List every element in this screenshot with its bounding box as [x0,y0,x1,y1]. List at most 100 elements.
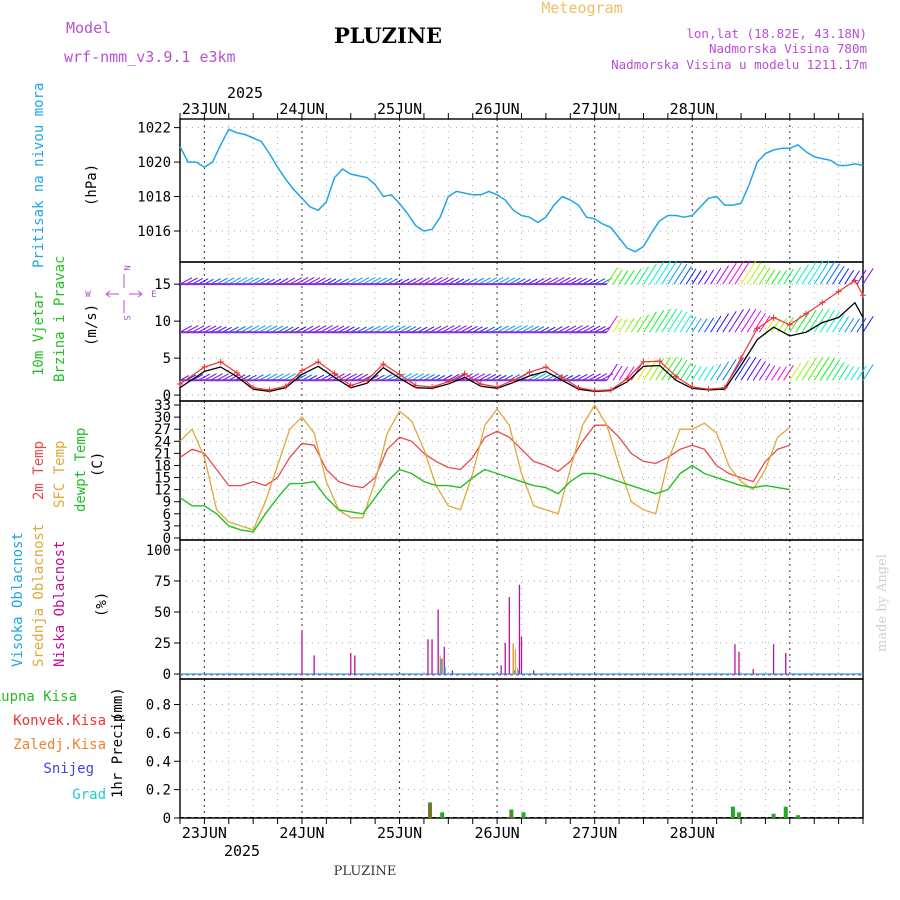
wind-ylabel: (m/s) [84,304,100,346]
temp-dew-line [179,464,790,533]
top-day-label: 23JUN [182,100,227,118]
wind-barb [185,325,199,333]
wind-gust-marker [640,358,647,365]
wind-barb [740,308,757,333]
wind-gust-marker [705,386,712,393]
wind-gust-marker [559,374,566,381]
precip-legend-snow: Snijeg [43,761,94,777]
clouds-ytick-label: 25 [154,636,171,652]
station-title: PLUZINE [334,23,442,48]
wind-barb [746,358,762,381]
wind-gust-marker [412,382,419,389]
wind-barb [636,266,650,285]
precip-ylabel: (mm) [110,687,126,721]
wind-barb [704,365,715,381]
wind-barb [624,318,635,333]
temp-title-sfc: SFC Temp [52,441,68,508]
wind-barb [252,325,266,333]
temperature-ytick-label: 12 [154,483,171,499]
wind-gust-marker [233,369,240,376]
temperature-ytick-label: 27 [154,422,171,438]
wind-barb [240,277,254,285]
bottom-day-label: 26JUN [475,824,520,842]
wind-barb [338,373,352,381]
wind-barb [740,356,757,381]
precip-frame [179,678,864,819]
wind-gust-marker [786,321,793,328]
meteogram-label: Meteogram [541,0,622,17]
wind-barb [862,316,874,333]
wind-barb [856,317,867,333]
precip-total-bar [521,812,526,818]
wind-barb [277,373,291,381]
wind-barb [399,325,411,333]
wind-barb [838,364,850,381]
wind-barb [509,325,522,333]
wind-barb [441,325,455,333]
wind-barb [807,260,824,285]
top-day-label: 26JUN [475,100,520,118]
wind-barb [313,325,327,333]
wind-barb [265,373,278,381]
wind-barb [649,309,665,333]
wind-barb [441,277,454,285]
wind-barb [216,373,230,381]
wind-barb [685,316,697,333]
wind-barb [198,373,211,381]
watermark: made by Angel [875,554,890,652]
temperature-ytick-label: 24 [154,434,171,450]
wind-barb [387,325,400,333]
wind-barb [246,277,260,285]
wind-title-2: Brzina i Pravac [52,256,68,382]
wind-gust-marker [624,375,631,382]
wind-gust-marker [510,377,517,384]
wind-barb [825,359,841,381]
wind-gust-marker [461,370,468,377]
wind-gust-marker [331,370,338,377]
wind-barb [661,356,678,381]
wind-barb [838,316,850,333]
wind-barb [576,325,589,333]
wind-barb [819,357,836,381]
wind-barb [563,325,577,333]
wind-barb [807,356,824,381]
wind-barb [429,277,443,285]
wind-barb [691,270,702,285]
temperature-ytick-label: 21 [154,446,171,462]
top-day-label: 24JUN [279,100,324,118]
precip-total-bar [771,813,776,818]
wind-barb [570,277,582,285]
wind-gust-marker [347,382,354,389]
wind-barb [746,262,762,285]
wind-barb [777,270,787,285]
wind-barb [222,277,235,285]
clouds-ytick-label: 50 [154,605,171,621]
wind-barb [539,277,552,285]
pressure-ytick-label: 1018 [137,190,171,206]
wind-barb [301,325,314,333]
wind-barb [478,277,491,285]
wind-barb [582,373,595,381]
lonlat-text: lon,lat (18.82E, 43.18N) [686,26,867,41]
wind-barb [728,261,744,285]
wind-barb [624,366,635,381]
wind-barb [752,360,766,381]
wind-barb [661,260,678,285]
wind-barb [411,277,424,285]
wind-barb [655,308,672,333]
wind-barb [460,325,473,333]
wind-barb [807,308,824,333]
wind-barb [783,268,794,285]
wind-barb [679,362,692,381]
precip-conv-bar [429,803,431,818]
pressure-line [179,128,864,253]
wind-barb [783,365,794,381]
wind-barb [771,366,781,381]
wind-barb [728,309,744,333]
compass-south: S [121,315,131,320]
wind-barb [722,359,737,381]
wind-barb [252,277,265,285]
wind-gust-marker [803,310,810,317]
precip-legend-frozen: Zaledj.Kisa [13,737,106,753]
wind-gust-marker [656,358,663,365]
